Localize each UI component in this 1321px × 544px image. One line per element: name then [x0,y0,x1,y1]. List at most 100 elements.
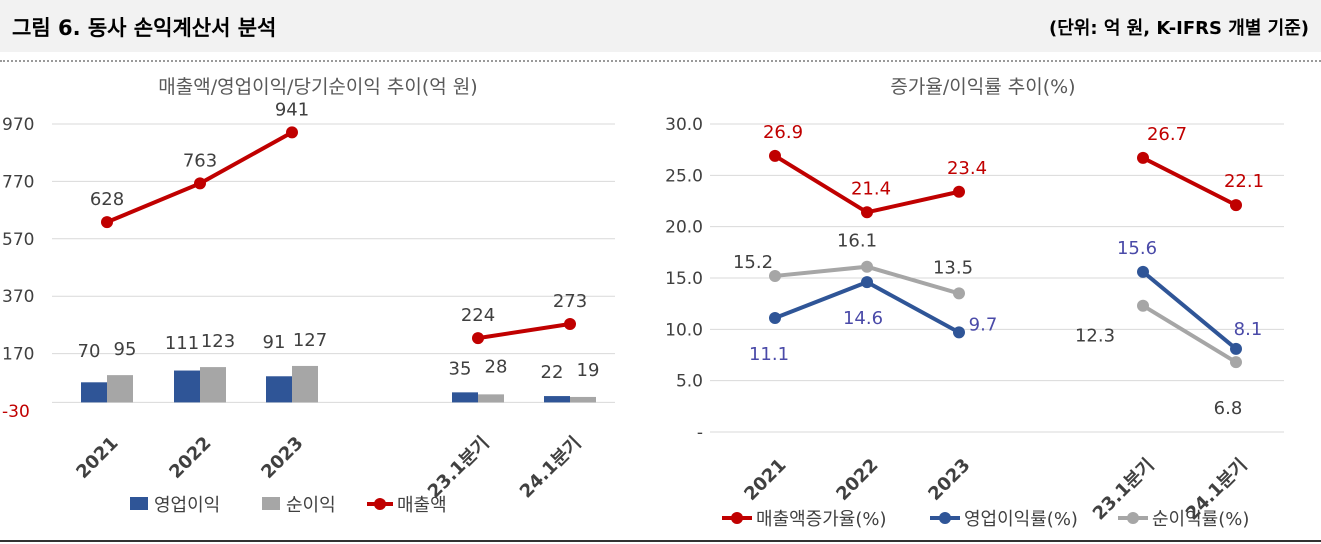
y-tick-label: 25.0 [665,166,703,186]
legend-swatch [130,497,148,510]
point-label: 14.6 [843,308,883,329]
header-divider [0,60,1321,62]
y-tick-label: 5.0 [676,372,703,392]
bar-label-net: 28 [485,356,508,377]
point-series-2 [1230,356,1242,369]
point-label: 12.3 [1075,326,1115,347]
bar-label-net: 19 [577,360,600,381]
y-tick-label: 20.0 [665,218,703,238]
figure-title: 그림 6. 동사 손익계산서 분석 [12,16,277,40]
left-chart-title: 매출액/영업이익/당기순이익 추이(억 원) [158,76,477,98]
y-tick-label: 170 [2,345,34,365]
bar-net-income [570,396,596,403]
point-label: 15.2 [733,252,773,273]
point-series-1 [861,276,873,289]
point-label: 26.7 [1147,124,1187,145]
y-tick-label: 15.0 [665,269,703,289]
point-revenue [564,318,576,331]
point-series-0 [1230,199,1242,212]
left-chart: 매출액/영업이익/당기순이익 추이(억 원) 970 770 570 370 170 -3… [2,76,615,516]
bar-label-operating: 35 [449,358,472,379]
x-tick-label: 23.1분기 [424,433,494,503]
legend-label: 순이익 [286,495,336,516]
x-tick-label: 2021 [740,455,790,505]
point-revenue [286,126,298,139]
legend-swatch-marker [374,498,386,510]
point-label-revenue: 273 [553,291,587,312]
point-label: 6.8 [1214,398,1243,419]
y-tick-label: 30.0 [665,115,703,135]
point-series-2 [861,260,873,273]
point-label: 11.1 [749,344,789,365]
figure-header: 그림 6. 동사 손익계산서 분석 (단위: 억 원, K-IFRS 개별 기준… [0,0,1321,52]
bar-label-operating: 111 [165,333,199,354]
point-series-1 [769,312,781,325]
bar-operating-income [266,376,292,403]
x-tick-label: 24.1분기 [516,433,586,503]
bar-net-income [107,375,133,403]
legend-swatch-marker [939,512,951,524]
line-series-0 [1142,156,1237,207]
legend-label: 매출액 [397,495,447,516]
point-label: 23.4 [947,158,987,179]
bar-label-net: 127 [293,330,327,351]
point-series-0 [861,206,873,219]
bar-net-income [200,367,226,403]
point-label: 21.4 [851,178,891,199]
point-label-revenue: 941 [275,99,309,120]
point-label-revenue: 224 [461,305,495,326]
point-series-0 [769,149,781,162]
legend-label: 영업이익 [154,495,220,516]
x-tick-label: 2022 [165,433,215,483]
point-label: 15.6 [1117,238,1157,259]
x-tick-label: 2022 [832,455,882,505]
point-label: 26.9 [763,122,803,143]
bar-operating-income [174,370,200,403]
bar-label-net: 95 [114,339,137,360]
legend-swatch-marker [731,512,743,524]
point-label-revenue: 763 [183,150,217,171]
legend-swatch [262,497,280,510]
y-tick-label: 370 [2,287,34,307]
bar-label-net: 123 [201,331,235,352]
point-series-0 [953,185,965,198]
bar-operating-income [452,392,478,403]
point-label: 22.1 [1224,171,1264,192]
line-series-2 [1141,304,1238,364]
point-series-1 [953,326,965,339]
point-label-revenue: 628 [90,189,124,210]
bar-operating-income [81,382,107,403]
point-label: 8.1 [1234,319,1263,340]
point-revenue [194,177,206,190]
bar-label-operating: 70 [78,341,101,362]
right-chart: 증가율/이익률 추이(%) 30.0 25.0 20.0 15.0 10.0 5.0 - 26… [665,76,1284,530]
bottom-rule [0,540,1321,542]
point-label: 16.1 [837,231,877,252]
bar-label-operating: 91 [263,332,286,353]
line-series-1 [1141,270,1238,351]
bar-operating-income [544,396,570,403]
point-series-1 [1230,342,1242,355]
bar-net-income [292,365,318,403]
figure-unit: (단위: 억 원, K-IFRS 개별 기준) [1049,18,1309,39]
point-series-2 [769,269,781,282]
point-label: 9.7 [969,314,998,335]
x-tick-label: 2021 [72,433,122,483]
point-revenue [472,332,484,345]
legend-swatch-marker [1127,512,1139,524]
point-series-2 [1137,299,1149,312]
y-tick-label: 770 [2,172,34,192]
line-revenue [106,130,293,225]
point-series-0 [1137,151,1149,164]
y-tick-label: -30 [2,402,30,422]
legend-label: 순이익률(%) [1152,509,1249,530]
point-series-1 [1137,265,1149,278]
y-tick-label: 10.0 [665,320,703,340]
bar-net-income [478,394,504,403]
bar-label-operating: 22 [541,362,564,383]
legend-label: 영업이익률(%) [964,509,1078,530]
point-revenue [101,216,113,229]
y-tick-label: - [697,423,703,443]
point-series-2 [953,287,965,300]
